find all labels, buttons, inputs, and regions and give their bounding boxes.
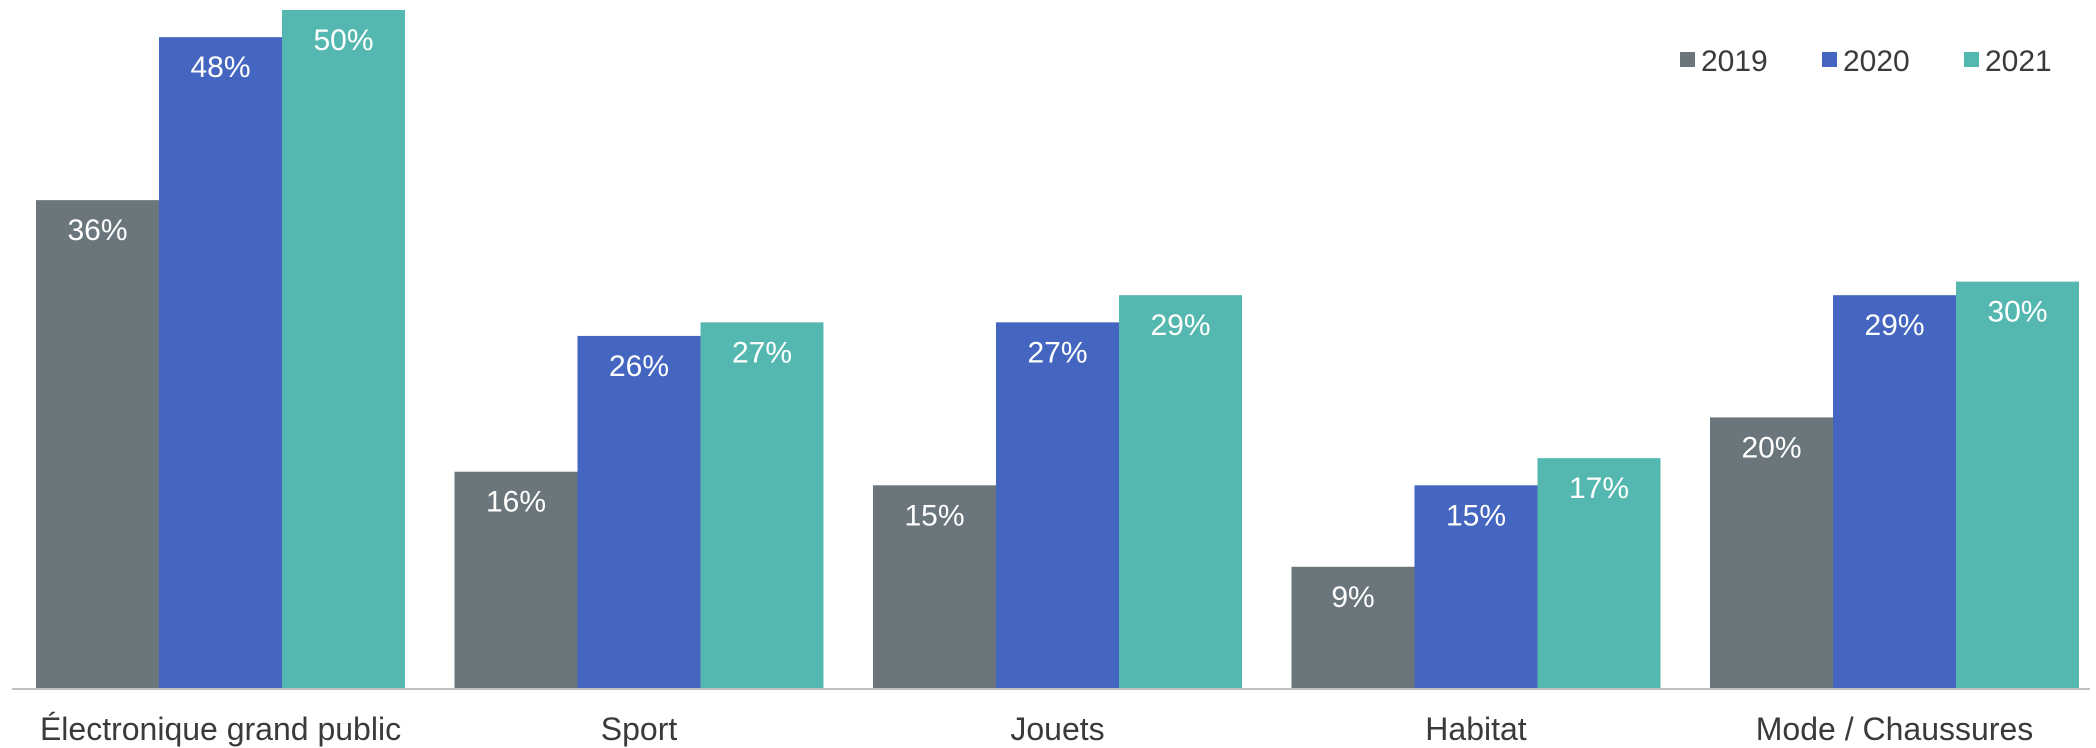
bar-label-2020-3: 15%: [1446, 499, 1506, 532]
legend-label-2021: 2021: [1985, 45, 2052, 78]
bar-2019-0: [36, 200, 159, 689]
legend-label-2020: 2020: [1843, 45, 1910, 78]
bar-2020-1: [577, 335, 701, 689]
legend-swatch-2021: [1964, 52, 1979, 67]
bar-label-2019-1: 16%: [486, 486, 546, 519]
bar-2020-4: [1833, 295, 1956, 689]
bar-label-2019-2: 15%: [904, 499, 964, 532]
bar-2021-4: [1956, 281, 2079, 689]
bar-2019-1: [454, 471, 578, 689]
category-label-4: Mode / Chaussures: [1756, 711, 2033, 747]
legend-label-2019: 2019: [1701, 45, 1768, 78]
bar-2019-3: [1291, 566, 1415, 689]
category-label-3: Habitat: [1425, 711, 1527, 747]
bar-label-2021-3: 17%: [1569, 472, 1629, 505]
legend: 2019 2020 2021: [1680, 45, 2052, 78]
bar-2021-0: [282, 10, 405, 689]
bar-label-2021-0: 50%: [313, 24, 373, 57]
bars-layer: [36, 10, 2079, 690]
legend-swatch-2020: [1822, 52, 1837, 67]
bar-2019-4: [1710, 417, 1833, 689]
category-labels-layer: Électronique grand public Sport Jouets Habi…: [40, 711, 2033, 747]
bar-label-2021-2: 29%: [1150, 309, 1210, 342]
bar-labels-layer: 36% 48% 50% 16% 26% 27% 15% 27% 29% 9% 15% 17% 20% 29…: [67, 24, 2047, 614]
bar-2021-3: [1537, 458, 1661, 689]
bar-2020-0: [159, 37, 282, 690]
bar-label-2019-0: 36%: [67, 214, 127, 247]
bar-2019-2: [873, 485, 996, 689]
bar-label-2021-1: 27%: [732, 336, 792, 369]
bar-label-2019-3: 9%: [1331, 581, 1374, 614]
bar-2020-3: [1414, 485, 1538, 689]
bar-2021-1: [700, 322, 824, 689]
category-label-1: Sport: [601, 711, 678, 747]
category-label-0: Électronique grand public: [40, 711, 401, 747]
bar-label-2020-0: 48%: [190, 51, 250, 84]
bar-label-2020-4: 29%: [1864, 309, 1924, 342]
bar-label-2020-1: 26%: [609, 350, 669, 383]
legend-swatch-2019: [1680, 52, 1695, 67]
bar-2021-2: [1119, 295, 1242, 689]
bar-label-2019-4: 20%: [1741, 431, 1801, 464]
bar-label-2021-4: 30%: [1987, 296, 2047, 329]
category-label-2: Jouets: [1010, 711, 1104, 747]
bar-2020-2: [996, 322, 1119, 689]
bar-label-2020-2: 27%: [1027, 336, 1087, 369]
